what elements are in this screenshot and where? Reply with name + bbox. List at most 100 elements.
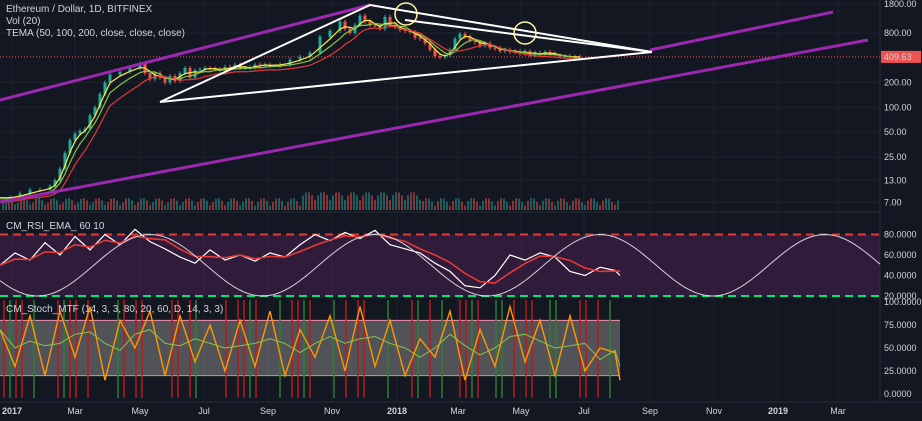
stoch-tick-label: 0.0000 xyxy=(884,389,912,399)
volume-bar xyxy=(470,198,472,210)
volume-bar xyxy=(329,199,331,210)
volume-bar xyxy=(311,195,313,210)
price-candle xyxy=(343,21,347,29)
time-tick-label: Mar xyxy=(67,406,83,416)
volume-bar xyxy=(557,200,559,210)
volume-bar xyxy=(92,202,94,210)
volume-bar xyxy=(317,195,319,210)
price-tick-label: 50.00 xyxy=(884,127,907,137)
price-candle xyxy=(503,49,507,52)
volume-bar xyxy=(440,198,442,210)
volume-bar xyxy=(68,198,70,210)
volume-bar xyxy=(581,202,583,210)
volume-bar xyxy=(539,205,541,210)
volume-bar xyxy=(338,192,340,210)
volume-bar xyxy=(476,201,478,210)
volume-bar xyxy=(419,199,421,210)
volume-bar xyxy=(182,202,184,210)
time-tick-label: Nov xyxy=(706,406,723,416)
volume-bar xyxy=(359,199,361,210)
rsi-tick-label: 80.0000 xyxy=(884,230,917,240)
time-tick-label: Sep xyxy=(642,406,658,416)
symbol-title: Ethereum / Dollar, 1D, BITFINEX xyxy=(6,4,153,15)
volume-bar xyxy=(437,201,439,210)
price-candle xyxy=(103,82,107,95)
volume-bar xyxy=(305,192,307,210)
price-candle xyxy=(328,30,332,37)
rsi-pane xyxy=(0,228,881,297)
volume-bar xyxy=(473,198,475,210)
price-candle xyxy=(183,68,187,74)
rsi-tick-label: 40.0000 xyxy=(884,271,917,281)
price-candle xyxy=(298,56,302,60)
triangle-lower-line xyxy=(159,51,653,103)
volume-bar xyxy=(191,200,193,210)
volume-bar xyxy=(551,201,553,210)
price-tick-label: 25.00 xyxy=(884,152,907,162)
volume-bar xyxy=(386,195,388,210)
volume-bar xyxy=(488,198,490,210)
volume-bars xyxy=(2,192,619,210)
volume-bar xyxy=(308,192,310,210)
volume-bar xyxy=(593,198,595,210)
volume-bar xyxy=(617,200,619,210)
volume-bar xyxy=(416,195,418,210)
volume-bar xyxy=(428,198,430,210)
volume-bar xyxy=(188,198,190,210)
price-candle xyxy=(253,64,257,68)
volume-bar xyxy=(95,198,97,210)
price-candle xyxy=(118,71,122,75)
last-price-badge xyxy=(881,50,921,63)
volume-bar xyxy=(269,205,271,210)
volume-bar xyxy=(503,198,505,210)
stoch-tick-label: 50.0000 xyxy=(884,343,917,353)
time-tick-label: Mar xyxy=(830,406,846,416)
volume-bar xyxy=(284,205,286,210)
rsi-line xyxy=(0,228,621,289)
price-candle xyxy=(338,21,342,31)
price-candle xyxy=(228,66,232,69)
price-candle xyxy=(388,16,392,25)
volume-bar xyxy=(74,204,76,210)
volume-bar xyxy=(98,198,100,210)
price-candle xyxy=(68,140,72,153)
volume-bar xyxy=(227,201,229,210)
volume-bar xyxy=(590,198,592,210)
price-tick-label: 800.00 xyxy=(884,28,912,38)
volume-bar xyxy=(431,201,433,210)
volume-bar xyxy=(200,198,202,210)
volume-bar xyxy=(569,205,571,210)
volume-bar xyxy=(8,198,10,210)
price-candle xyxy=(288,59,292,65)
volume-bar xyxy=(344,199,346,210)
volume-bar xyxy=(452,201,454,210)
volume-bar xyxy=(596,202,598,210)
price-candle xyxy=(563,56,567,58)
volume-bar xyxy=(53,198,55,210)
volume-bar xyxy=(107,202,109,210)
volume-bar xyxy=(383,192,385,210)
volume-bar xyxy=(167,202,169,210)
volume-bar xyxy=(497,200,499,210)
volume-bar xyxy=(449,205,451,210)
price-candle xyxy=(98,94,102,108)
volume-bar xyxy=(176,200,178,210)
volume-bar xyxy=(62,202,64,210)
volume-bar xyxy=(578,198,580,210)
volume-bar xyxy=(587,200,589,210)
volume-bar xyxy=(212,201,214,210)
volume-bar xyxy=(77,202,79,210)
volume-bar xyxy=(326,195,328,210)
volume-bar xyxy=(404,199,406,210)
volume-legend: Vol (20) xyxy=(6,16,41,27)
volume-bar xyxy=(104,204,106,210)
volume-bar xyxy=(35,198,37,210)
time-tick-label: Jul xyxy=(578,406,590,416)
price-candle xyxy=(58,168,62,181)
price-candle xyxy=(473,40,477,43)
volume-bar xyxy=(266,200,268,210)
volume-bar xyxy=(377,195,379,210)
volume-bar xyxy=(389,199,391,210)
